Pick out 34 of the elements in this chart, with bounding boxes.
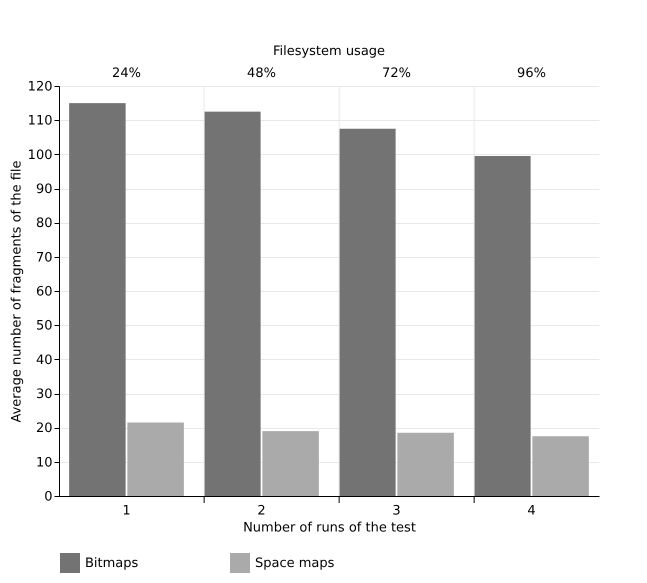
y-tick-label: 80 (36, 216, 52, 232)
x-tick-label: 3 (392, 504, 401, 518)
bar (339, 128, 396, 496)
y-tick-label: 100 (28, 148, 52, 163)
x-tick-label: 4 (527, 504, 536, 518)
y-tick-label: 30 (36, 387, 52, 402)
y-tick-label: 50 (36, 318, 52, 334)
x-axis-title: Number of runs of the test (243, 520, 416, 536)
text: 96% (517, 66, 546, 81)
x-tick-label: 2 (257, 504, 266, 518)
bar (204, 112, 261, 496)
x2-axis-title: Filesystem usage (272, 44, 386, 59)
text: 48% (247, 66, 276, 81)
y-tick-label: 20 (36, 421, 52, 436)
legend-label: Bitmaps (85, 556, 139, 571)
y-tick-label: 120 (28, 80, 52, 94)
bar (532, 436, 589, 496)
y-tick-label: 60 (36, 284, 52, 300)
x-tick-label: 1 (122, 504, 131, 518)
y-tick-label: 110 (28, 114, 52, 129)
y-axis-title: Average number of fragments of the file (10, 160, 25, 423)
text: 24% (112, 66, 141, 81)
bar (69, 103, 126, 496)
y-tick-label: 70 (36, 250, 52, 266)
y-tick-label: 10 (36, 455, 52, 470)
y-tick-label: 0 (44, 490, 52, 504)
bar (262, 431, 319, 496)
legend-label: Space maps (255, 556, 335, 571)
y-tick-label: 40 (36, 352, 52, 368)
text: 72% (382, 66, 411, 81)
bar (127, 422, 184, 496)
y-tick-label: 90 (36, 182, 52, 197)
bar (397, 432, 454, 496)
bar (474, 156, 531, 496)
